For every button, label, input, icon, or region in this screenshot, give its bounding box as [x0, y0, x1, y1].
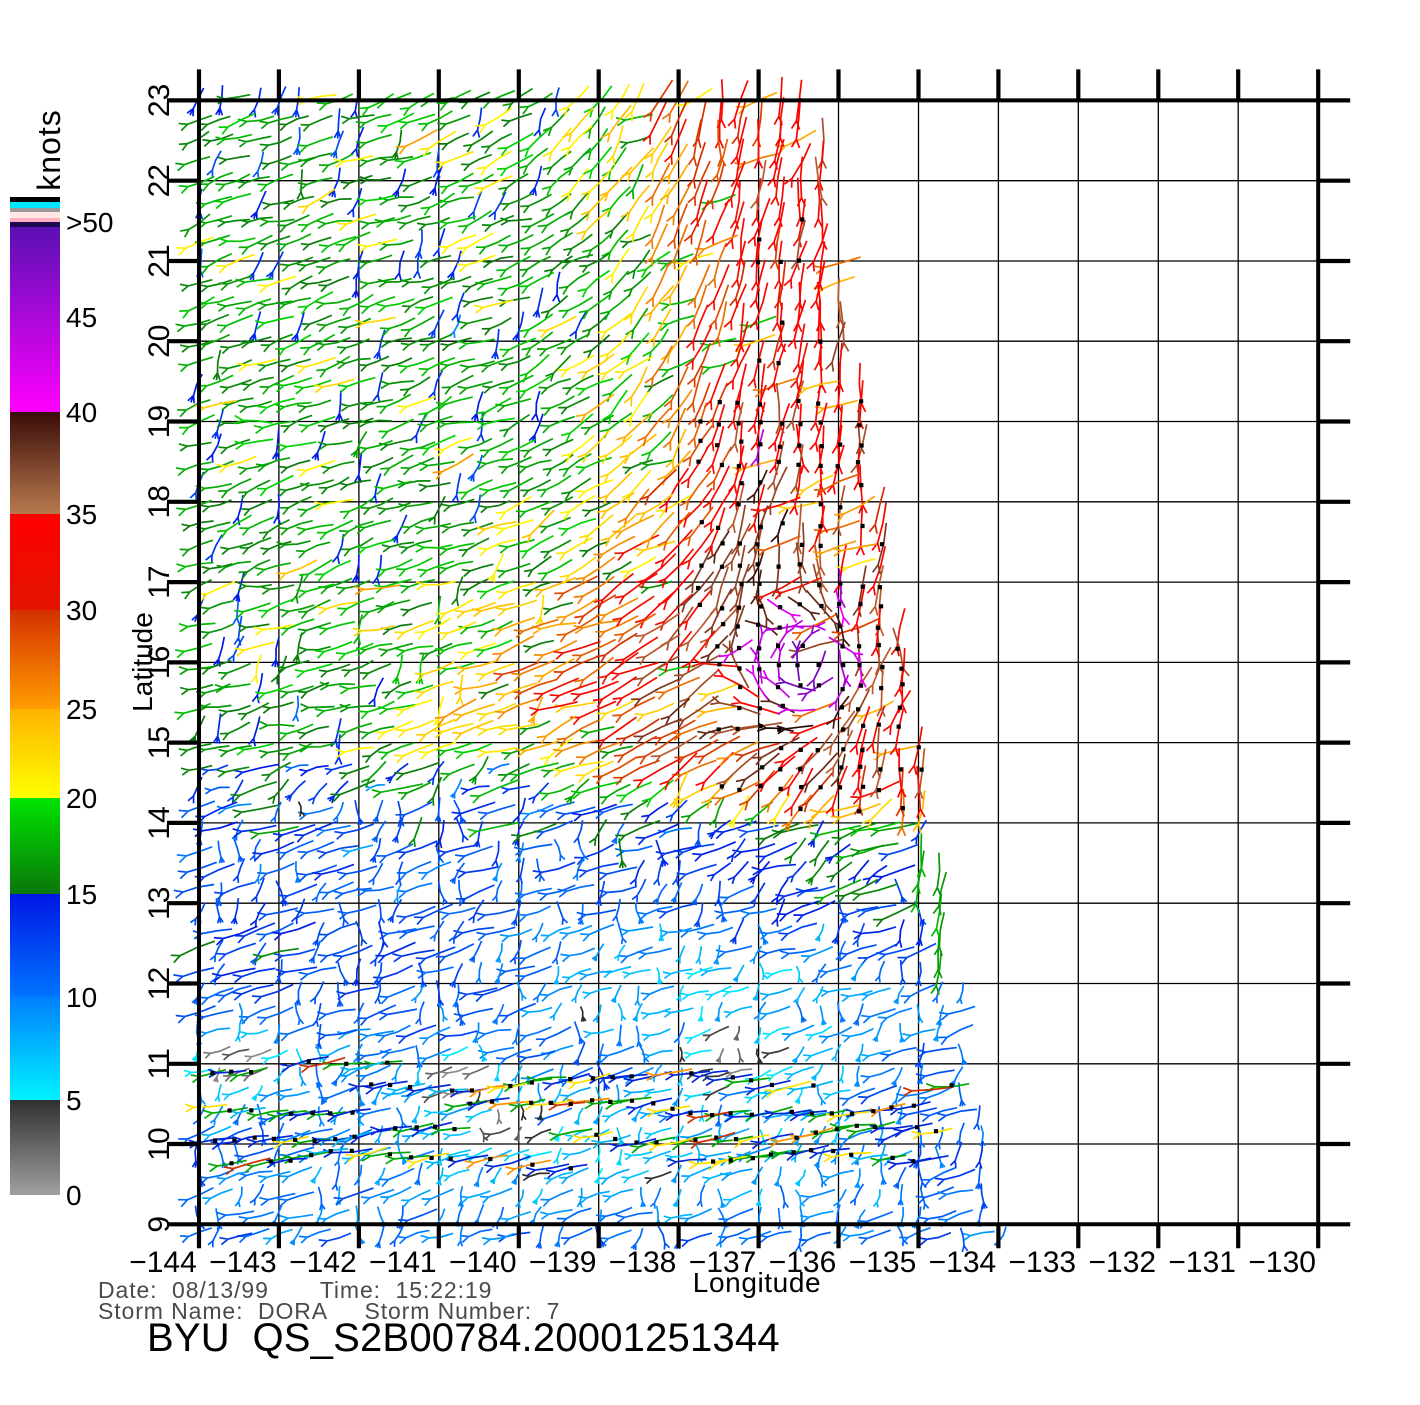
- svg-text:17: 17: [143, 565, 176, 598]
- svg-text:Latitude: Latitude: [127, 612, 158, 712]
- svg-text:35: 35: [66, 499, 97, 530]
- svg-text:Longitude: Longitude: [693, 1267, 821, 1298]
- svg-text:−140: −140: [449, 1246, 517, 1279]
- svg-text:Date: 08/13/99 Time: 1: Date: 08/13/99 Time: 15:22:19: [98, 1277, 492, 1303]
- svg-text:15: 15: [66, 879, 97, 910]
- svg-text:−131: −131: [1168, 1246, 1236, 1279]
- svg-text:knots: knots: [31, 109, 67, 190]
- svg-text:−144: −144: [129, 1246, 197, 1279]
- svg-text:−133: −133: [1009, 1246, 1077, 1279]
- svg-text:19: 19: [143, 405, 176, 438]
- svg-text:−136: −136: [769, 1246, 837, 1279]
- svg-text:25: 25: [66, 694, 97, 725]
- svg-text:>50: >50: [66, 207, 114, 238]
- svg-text:−143: −143: [209, 1246, 277, 1279]
- svg-text:−141: −141: [369, 1246, 437, 1279]
- svg-text:11: 11: [143, 1048, 176, 1079]
- svg-text:−135: −135: [849, 1246, 917, 1279]
- svg-text:−130: −130: [1248, 1246, 1316, 1279]
- svg-text:BYU QS_S2B00784.20001251344: BYU QS_S2B00784.20001251344: [147, 1316, 780, 1360]
- svg-text:20: 20: [143, 325, 176, 358]
- svg-text:13: 13: [143, 887, 176, 920]
- svg-text:−134: −134: [929, 1246, 997, 1279]
- svg-text:12: 12: [143, 967, 176, 1000]
- svg-text:−137: −137: [689, 1246, 757, 1279]
- svg-text:14: 14: [143, 806, 176, 839]
- svg-text:40: 40: [66, 397, 97, 428]
- svg-text:−132: −132: [1089, 1246, 1157, 1279]
- svg-text:0: 0: [66, 1180, 82, 1211]
- svg-text:Storm Name: DORA Storm Nu: Storm Name: DORA Storm Number: 7: [98, 1298, 560, 1324]
- svg-text:15: 15: [143, 726, 176, 759]
- svg-text:10: 10: [143, 1127, 176, 1160]
- svg-text:5: 5: [66, 1085, 82, 1116]
- svg-text:20: 20: [66, 783, 97, 814]
- svg-text:22: 22: [143, 164, 176, 197]
- svg-text:30: 30: [66, 595, 97, 626]
- svg-text:18: 18: [143, 485, 176, 518]
- svg-text:10: 10: [66, 982, 97, 1013]
- svg-text:−142: −142: [289, 1246, 357, 1279]
- svg-text:−139: −139: [529, 1246, 597, 1279]
- svg-text:45: 45: [66, 302, 97, 333]
- svg-text:−138: −138: [609, 1246, 677, 1279]
- svg-text:9: 9: [143, 1216, 176, 1233]
- svg-text:21: 21: [143, 244, 176, 277]
- svg-text:23: 23: [143, 84, 176, 117]
- svg-text:16: 16: [143, 646, 176, 679]
